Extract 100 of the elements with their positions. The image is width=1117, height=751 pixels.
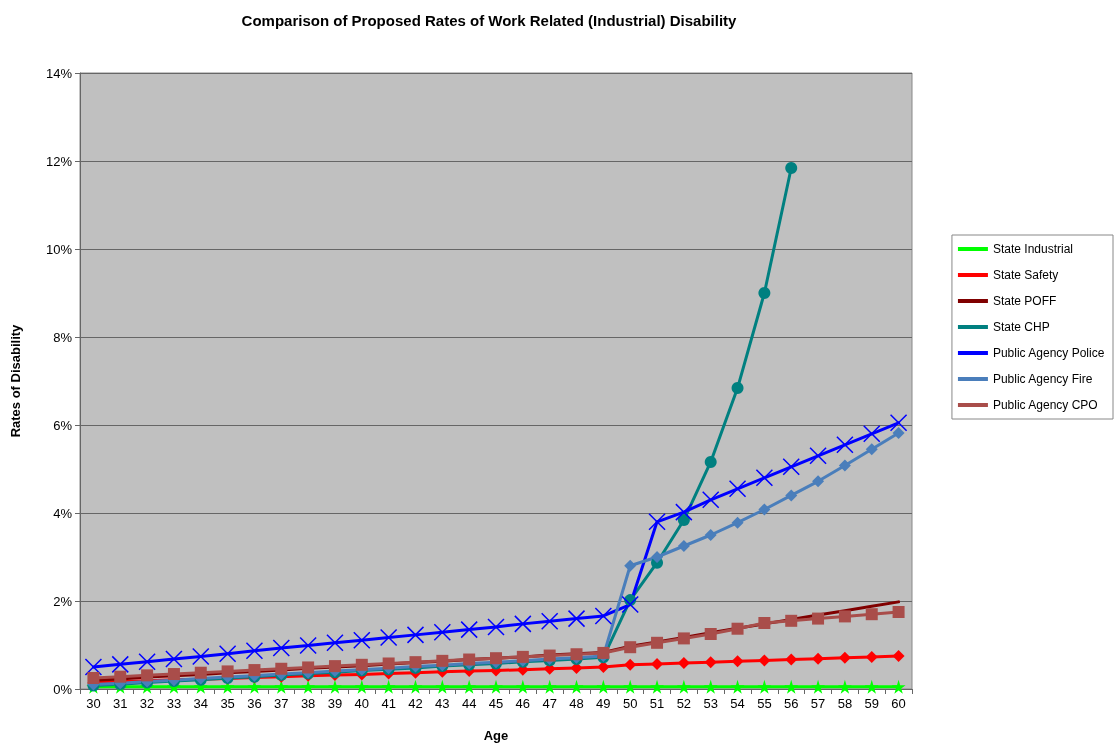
point <box>436 654 449 667</box>
point <box>596 679 611 694</box>
x-tick-label: 34 <box>193 696 209 711</box>
point <box>865 608 878 621</box>
point <box>865 443 878 456</box>
x-tick-label: 47 <box>542 696 557 711</box>
x-tick-label: 59 <box>864 696 879 711</box>
point <box>755 469 774 487</box>
x-tick-label: 50 <box>622 696 638 711</box>
x-tick-label: 54 <box>730 696 745 711</box>
point <box>382 657 395 670</box>
x-tick-label: 43 <box>435 696 450 711</box>
x-tick-label: 44 <box>461 696 477 711</box>
point <box>785 489 798 502</box>
point <box>354 679 369 694</box>
point <box>650 679 665 694</box>
chart-title: Comparison of Proposed Rates of Work Related (Industrial) Disability <box>241 12 738 29</box>
point <box>194 666 207 679</box>
point <box>218 645 237 663</box>
point <box>758 503 771 516</box>
point <box>245 641 264 660</box>
point <box>490 652 502 665</box>
point <box>353 631 371 649</box>
point <box>704 455 717 468</box>
point <box>514 615 532 633</box>
point <box>379 628 398 647</box>
point <box>784 679 799 694</box>
point <box>837 679 852 694</box>
x-tick-label: 51 <box>649 696 665 711</box>
point <box>677 540 690 552</box>
legend-label: State Industrial <box>992 242 1073 256</box>
point <box>84 658 103 676</box>
legend-label: State POFF <box>992 294 1057 308</box>
y-tick-label: 2% <box>53 593 73 609</box>
x-tick-label: 40 <box>354 696 370 711</box>
y-tick-label: 10% <box>45 241 73 257</box>
point <box>889 414 908 432</box>
x-tick-label: 39 <box>327 696 343 711</box>
point <box>677 632 690 645</box>
point <box>728 480 747 498</box>
point <box>701 491 720 509</box>
point <box>651 636 664 649</box>
point <box>542 679 557 694</box>
point <box>569 679 584 694</box>
point <box>302 661 315 674</box>
point <box>462 679 477 694</box>
point <box>812 475 825 488</box>
x-axis-title: Age <box>483 728 509 743</box>
point <box>623 679 638 694</box>
point <box>836 436 854 454</box>
legend-label: Public Agency Police <box>992 346 1105 360</box>
point <box>864 679 879 694</box>
x-tick-label: 49 <box>596 696 611 711</box>
point <box>409 656 422 669</box>
point <box>624 559 637 572</box>
legend-label: State Safety <box>992 268 1059 282</box>
x-tick-label: 48 <box>569 696 584 711</box>
x-tick-label: 58 <box>837 696 853 711</box>
point <box>463 653 476 666</box>
x-tick-label: 41 <box>381 696 396 711</box>
y-tick-label: 6% <box>53 417 73 433</box>
point <box>862 425 881 443</box>
point <box>758 287 771 299</box>
point <box>730 679 745 694</box>
point <box>543 649 556 662</box>
point <box>758 617 771 629</box>
point <box>299 636 317 655</box>
point <box>327 679 342 694</box>
point <box>892 426 905 439</box>
point <box>433 623 452 641</box>
point <box>731 516 744 529</box>
point <box>892 606 905 618</box>
point <box>811 679 826 694</box>
x-tick-label: 32 <box>139 696 155 711</box>
x-tick-label: 53 <box>703 696 718 711</box>
point <box>87 672 100 684</box>
point <box>272 639 291 657</box>
x-tick-label: 60 <box>891 696 906 711</box>
x-tick-label: 55 <box>757 696 772 711</box>
point <box>355 658 368 671</box>
point <box>621 595 639 614</box>
point <box>594 607 613 625</box>
x-tick-label: 56 <box>783 696 799 711</box>
point <box>838 651 851 664</box>
point <box>891 679 906 694</box>
x-tick-label: 42 <box>408 696 423 711</box>
x-tick-label: 57 <box>810 696 826 711</box>
y-tick-label: 4% <box>53 505 73 521</box>
y-tick-label: 8% <box>53 329 73 345</box>
point <box>301 679 316 694</box>
point <box>703 679 718 694</box>
point <box>516 650 529 663</box>
x-tick-label: 33 <box>166 696 182 711</box>
y-tick-label: 0% <box>53 681 73 697</box>
x-tick-label: 46 <box>515 696 531 711</box>
x-tick-label: 36 <box>247 696 262 711</box>
x-tick-label: 38 <box>300 696 316 711</box>
point <box>248 664 261 677</box>
point <box>785 162 798 175</box>
point <box>489 679 503 694</box>
